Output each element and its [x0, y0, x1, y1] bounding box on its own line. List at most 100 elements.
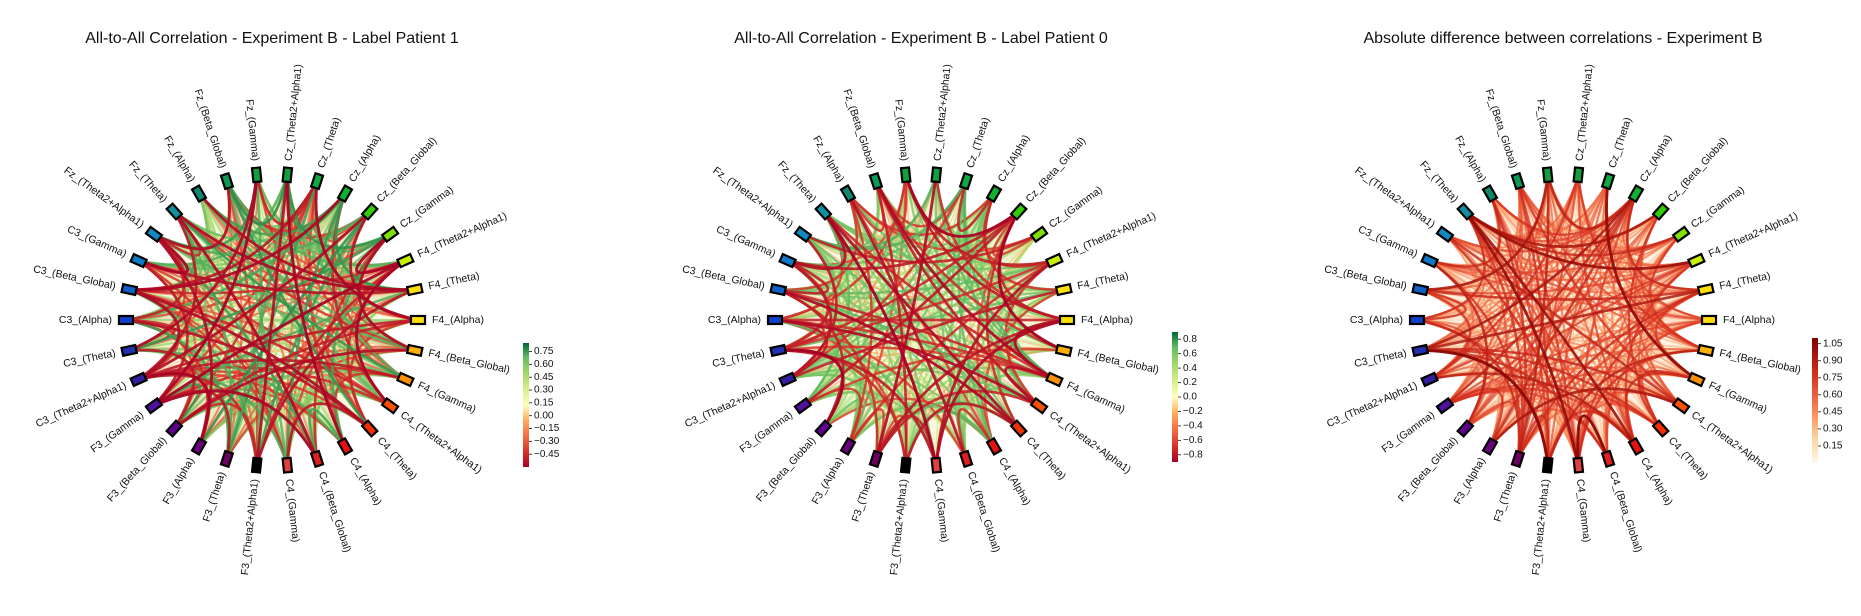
- node-label: Cz_(Beta_Global): [374, 135, 439, 205]
- node-marker: [1651, 202, 1670, 221]
- node-marker: [868, 171, 884, 191]
- edge: [822, 210, 1056, 381]
- edge: [874, 180, 908, 466]
- node-marker: [1686, 252, 1706, 269]
- edge: [787, 288, 1065, 381]
- node-label: Fz_(Beta_Global): [1483, 88, 1520, 170]
- colorbar-tick-label: −0.45: [534, 449, 560, 460]
- node-label: C3_(Beta_Global): [1323, 263, 1408, 292]
- edge: [173, 348, 415, 430]
- edge: [1416, 288, 1467, 322]
- node-label: C3_(Theta2+Alpha1): [1325, 379, 1419, 430]
- node-marker: [1029, 396, 1049, 415]
- node-label: F3_(Theta): [201, 470, 228, 523]
- node-label: C3_(Gamma): [65, 223, 128, 260]
- edge: [1489, 192, 1637, 236]
- edge: [225, 180, 259, 466]
- node-marker: [1686, 371, 1706, 388]
- node-label: C3_(Theta2+Alpha1): [683, 379, 777, 430]
- edge: [1429, 259, 1580, 466]
- edge: [138, 259, 391, 407]
- node-label: F3_(Gamma): [737, 409, 795, 455]
- node-label: F4_(Alpha): [1723, 314, 1775, 326]
- node-marker: [793, 225, 813, 244]
- node-marker: [1420, 371, 1440, 388]
- edge: [1516, 180, 1707, 352]
- colorbar-tick-label: 0.00: [534, 410, 554, 421]
- colorbar-gradient: [1812, 338, 1818, 463]
- edge: [777, 288, 1055, 381]
- node-marker: [1510, 449, 1526, 469]
- edge: [1420, 348, 1662, 430]
- node-label: Cz_(Theta): [964, 116, 992, 170]
- node-label: Cz_(Alpha): [1638, 133, 1675, 184]
- node-marker: [985, 184, 1003, 204]
- colorbar-1: 0.75 0.60 0.45 0.30 0.150.00 −0.15 −0.30 −0.45: [523, 343, 560, 467]
- node-label: C3_(Alpha): [59, 314, 112, 326]
- node-marker: [1408, 314, 1426, 326]
- edge: [1444, 259, 1697, 407]
- node-label: F4_(Theta): [427, 270, 480, 293]
- node-marker: [814, 419, 833, 438]
- node-label: C3_(Theta): [1353, 347, 1407, 370]
- edge: [226, 210, 371, 460]
- node-label: Cz_(Theta2+Alpha1): [1574, 64, 1596, 162]
- node-marker: [360, 419, 379, 438]
- colorbar-tick-label: −0.2: [1183, 406, 1203, 417]
- edge: [934, 318, 1068, 466]
- node-label: Fz_(Theta): [775, 159, 818, 205]
- edge: [1420, 347, 1682, 407]
- node-label: Cz_(Theta2+Alpha1): [283, 64, 305, 162]
- edge: [778, 193, 858, 291]
- edge: [774, 174, 907, 322]
- node-marker: [1435, 396, 1455, 415]
- node-marker: [930, 456, 943, 474]
- node-marker: [1510, 171, 1526, 191]
- edge: [137, 259, 289, 466]
- node-marker: [1481, 436, 1499, 456]
- edge: [138, 233, 189, 275]
- chart-title-1: All-to-All Correlation - Experiment B - …: [85, 30, 459, 47]
- node-marker: [409, 314, 427, 326]
- edge: [777, 288, 845, 430]
- node-label: F3_(Alpha): [810, 455, 846, 506]
- node-marker: [165, 202, 184, 221]
- node-marker: [144, 396, 164, 415]
- edge: [1416, 318, 1521, 460]
- edge: [125, 318, 371, 430]
- node-marker: [1481, 184, 1499, 204]
- colorbar-tick-label: 0.2: [1183, 377, 1197, 388]
- node-label: F4_(Theta2+Alpha1): [1707, 210, 1800, 260]
- node-label: C3_(Theta): [711, 347, 765, 370]
- edge: [991, 210, 1040, 257]
- node-marker: [814, 202, 833, 221]
- node-marker: [405, 282, 424, 297]
- node-label: Fz_(Alpha): [810, 134, 846, 184]
- node-label: Fz_(Gamma): [892, 99, 910, 162]
- node-label: F4_(Beta_Global): [427, 347, 511, 376]
- node-marker: [1435, 225, 1455, 244]
- node-label: C4_(Beta_Global): [316, 470, 353, 554]
- edge: [1419, 192, 1638, 352]
- edge: [1464, 210, 1638, 448]
- edge: [778, 348, 845, 430]
- colorbar-tick-label: 0.45: [534, 372, 554, 383]
- node-marker: [899, 456, 912, 474]
- colorbar-tick-label: −0.30: [534, 436, 560, 447]
- node-label: F3_(Beta_Global): [1396, 435, 1460, 505]
- node-label: Fz_(Alpha): [1452, 134, 1488, 184]
- edge: [285, 193, 347, 466]
- node-label: F4_(Gamma): [416, 379, 478, 415]
- colorbar-tick-label: −0.15: [534, 423, 560, 434]
- node-label: C4_(Gamma): [283, 478, 302, 543]
- edge: [1416, 210, 1486, 322]
- edge: [1489, 387, 1682, 448]
- edge: [874, 174, 938, 460]
- node-label: C4_(Beta_Global): [965, 470, 1002, 554]
- node-label: F4_(Beta_Global): [1718, 347, 1802, 376]
- edge: [787, 259, 1065, 352]
- colorbar-tick-label: 0.0: [1183, 392, 1197, 403]
- node-marker: [281, 456, 294, 474]
- edge: [957, 408, 996, 460]
- node-marker: [1627, 184, 1645, 204]
